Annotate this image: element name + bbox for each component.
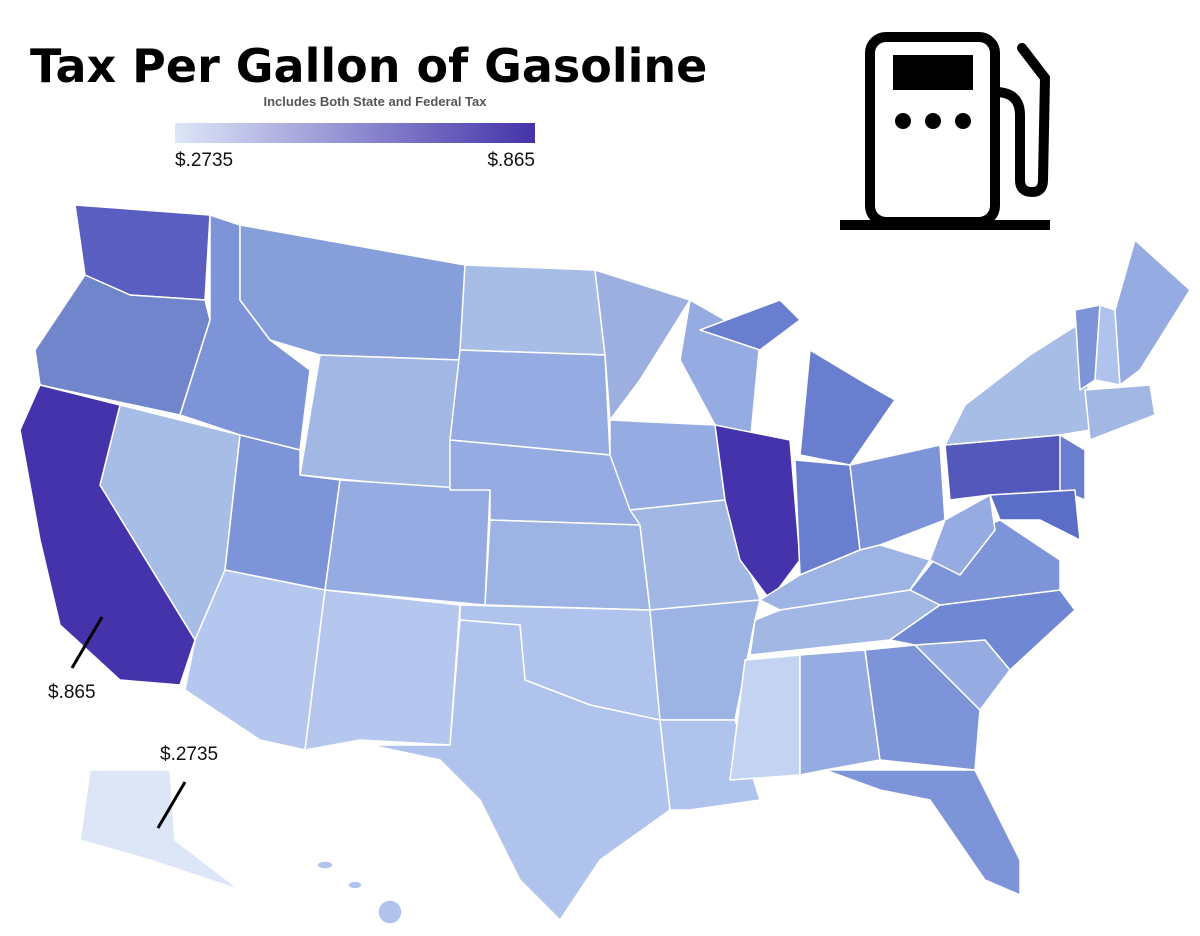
title: Tax Per Gallon of Gasoline: [30, 39, 707, 93]
legend-max-label: $.865: [487, 150, 535, 171]
pump-icon: [840, 32, 1051, 230]
states: [19, 204, 1191, 925]
leader-line: [70, 616, 104, 669]
subtitle: Includes Both State and Federal Tax: [264, 94, 488, 109]
callout-label: $.865: [48, 682, 96, 703]
state-alaska: [79, 769, 241, 891]
legend-min-label: $.2735: [175, 150, 233, 171]
state-california: [19, 384, 196, 686]
legend-gradient: [175, 123, 535, 143]
leader-line: [156, 781, 187, 829]
callout-label: $.2735: [160, 744, 218, 765]
